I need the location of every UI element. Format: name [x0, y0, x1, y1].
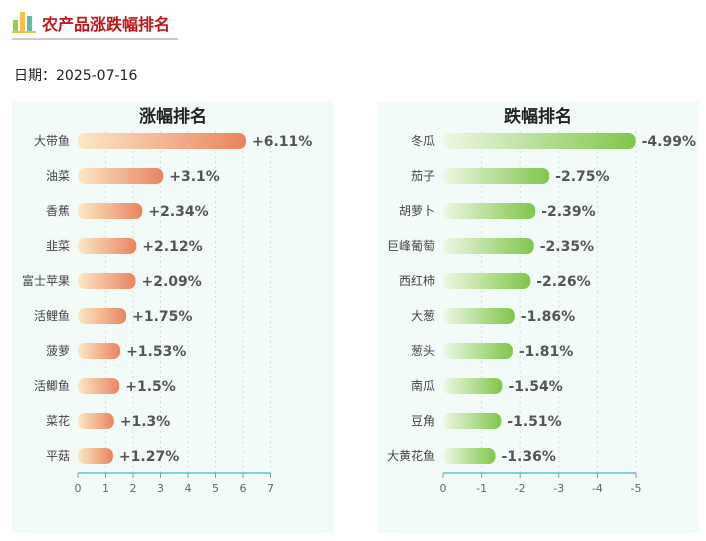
rise-tick-label: 0	[75, 482, 82, 495]
rise-bar	[78, 238, 137, 254]
rise-value-label: +1.75%	[132, 309, 192, 325]
rise-bar	[78, 133, 247, 149]
rise-tick-label: 1	[102, 482, 109, 495]
rise-bar	[78, 378, 120, 394]
fall-tick-label: 0	[440, 482, 447, 495]
fall-category-label: 大葱	[411, 309, 435, 323]
rise-value-label: +3.1%	[169, 169, 220, 185]
fall-bar	[443, 203, 536, 219]
fall-category-label: 茄子	[411, 169, 435, 183]
rise-category-label: 活鲤鱼	[34, 309, 70, 323]
rise-bar	[78, 308, 127, 324]
rise-value-label: +1.27%	[119, 449, 179, 465]
fall-value-label: -4.99%	[642, 134, 696, 150]
rise-category-label: 活鲫鱼	[34, 379, 70, 393]
rise-category-label: 香蕉	[46, 204, 70, 218]
fall-tick-label: -4	[592, 482, 603, 495]
rise-bar	[78, 203, 143, 219]
rise-value-label: +2.09%	[141, 274, 201, 290]
fall-category-label: 葱头	[411, 344, 435, 358]
fall-category-label: 豆角	[411, 414, 435, 428]
page-title: 农产品涨跌幅排名	[42, 15, 171, 34]
fall-category-label: 巨峰葡萄	[387, 239, 435, 253]
rise-tick-label: 5	[212, 482, 219, 495]
fall-value-label: -1.36%	[501, 449, 555, 465]
rise-bar	[78, 448, 113, 464]
fall-chart-title: 跌幅排名	[504, 106, 572, 127]
fall-value-label: -2.75%	[555, 169, 609, 185]
fall-value-label: -2.39%	[541, 204, 595, 220]
rise-value-label: +2.12%	[142, 239, 202, 255]
bar-chart-logo-icon	[12, 12, 36, 33]
fall-bar	[443, 448, 496, 464]
date-label: 日期：2025-07-16	[14, 68, 138, 84]
rise-value-label: +2.34%	[148, 204, 208, 220]
fall-bar	[443, 308, 515, 324]
fall-category-label: 南瓜	[411, 378, 435, 393]
fall-tick-label: -2	[515, 482, 526, 495]
fall-bar	[443, 133, 636, 149]
rise-category-label: 富士苹果	[22, 273, 70, 288]
fall-value-label: -1.86%	[521, 309, 575, 325]
rise-category-label: 韭菜	[46, 239, 70, 253]
rise-bar	[78, 413, 114, 429]
rise-bar	[78, 168, 164, 184]
fall-value-label: -1.81%	[519, 344, 573, 360]
rise-bar	[78, 343, 121, 359]
title-divider	[12, 38, 178, 40]
rise-bar	[78, 273, 136, 289]
fall-tick-label: -1	[476, 482, 487, 495]
fall-bar	[443, 238, 534, 254]
rise-tick-label: 3	[157, 482, 164, 495]
rise-category-label: 大带鱼	[34, 134, 70, 148]
fall-category-label: 胡萝卜	[399, 204, 435, 218]
fall-category-label: 大黄花鱼	[387, 448, 435, 463]
fall-category-label: 西红柿	[399, 273, 435, 288]
rise-tick-label: 2	[130, 482, 137, 495]
rise-category-label: 油菜	[46, 169, 70, 183]
rise-value-label: +1.3%	[120, 414, 171, 430]
fall-bar	[443, 168, 550, 184]
rise-chart-title: 涨幅排名	[139, 106, 207, 127]
rise-value-label: +1.53%	[126, 344, 186, 360]
fall-bar	[443, 413, 502, 429]
fall-tick-label: -5	[631, 482, 642, 495]
fall-category-label: 冬瓜	[411, 133, 435, 148]
rise-tick-label: 6	[240, 482, 247, 495]
fall-bar	[443, 343, 513, 359]
rise-category-label: 菠萝	[46, 344, 70, 358]
rise-tick-label: 4	[185, 482, 192, 495]
fall-value-label: -2.26%	[536, 274, 590, 290]
rise-category-label: 平菇	[46, 449, 70, 463]
page-header: 农产品涨跌幅排名	[12, 6, 178, 40]
rise-ranking-panel: 涨幅排名大带鱼 +6.11% 油菜 +3.1% 香蕉 +2.34% 韭菜 +2.12% 富士苹果…	[12, 101, 334, 533]
rise-category-label: 菜花	[46, 413, 70, 428]
rise-tick-label: 7	[267, 482, 274, 495]
rise-value-label: +1.5%	[125, 379, 176, 395]
fall-ranking-panel: 跌幅排名冬瓜 -4.99% 茄子 -2.75% 胡萝卜 -2.39% 巨峰葡萄 -2.35% 西…	[377, 101, 699, 533]
fall-bar	[443, 273, 531, 289]
fall-value-label: -2.35%	[540, 239, 594, 255]
fall-tick-label: -3	[553, 482, 564, 495]
fall-value-label: -1.54%	[508, 379, 562, 395]
rise-value-label: +6.11%	[252, 134, 312, 150]
fall-bar	[443, 378, 503, 394]
fall-value-label: -1.51%	[507, 414, 561, 430]
